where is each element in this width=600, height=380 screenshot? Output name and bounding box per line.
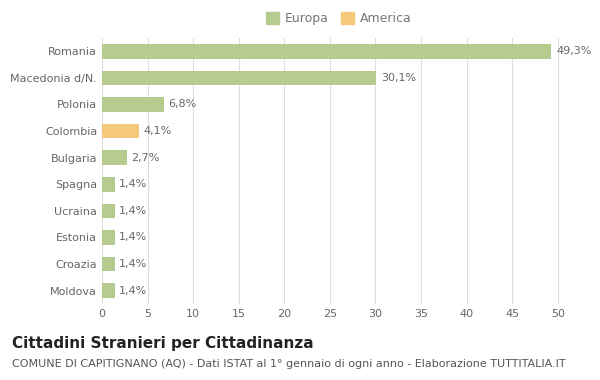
Bar (102, 150, 127, 165)
Bar (102, 230, 115, 245)
Text: 30,1%: 30,1% (381, 73, 416, 83)
Text: 1,4%: 1,4% (119, 233, 148, 242)
Text: 1,4%: 1,4% (119, 206, 148, 216)
Text: Cittadini Stranieri per Cittadinanza: Cittadini Stranieri per Cittadinanza (12, 336, 314, 351)
Text: 4,1%: 4,1% (144, 126, 172, 136)
Legend: Europa, America: Europa, America (266, 12, 412, 25)
Bar (102, 204, 115, 218)
Bar (102, 283, 115, 298)
Bar (102, 97, 164, 112)
Bar (102, 71, 376, 85)
Bar (102, 44, 551, 59)
Bar (102, 257, 115, 271)
Text: 1,4%: 1,4% (119, 286, 148, 296)
Text: COMUNE DI CAPITIGNANO (AQ) - Dati ISTAT al 1° gennaio di ogni anno - Elaborazion: COMUNE DI CAPITIGNANO (AQ) - Dati ISTAT … (12, 359, 566, 369)
Text: 49,3%: 49,3% (556, 46, 592, 56)
Text: 1,4%: 1,4% (119, 179, 148, 189)
Bar (102, 177, 115, 192)
Bar (102, 124, 139, 138)
Text: 1,4%: 1,4% (119, 259, 148, 269)
Text: 2,7%: 2,7% (131, 153, 160, 163)
Text: 6,8%: 6,8% (169, 100, 197, 109)
